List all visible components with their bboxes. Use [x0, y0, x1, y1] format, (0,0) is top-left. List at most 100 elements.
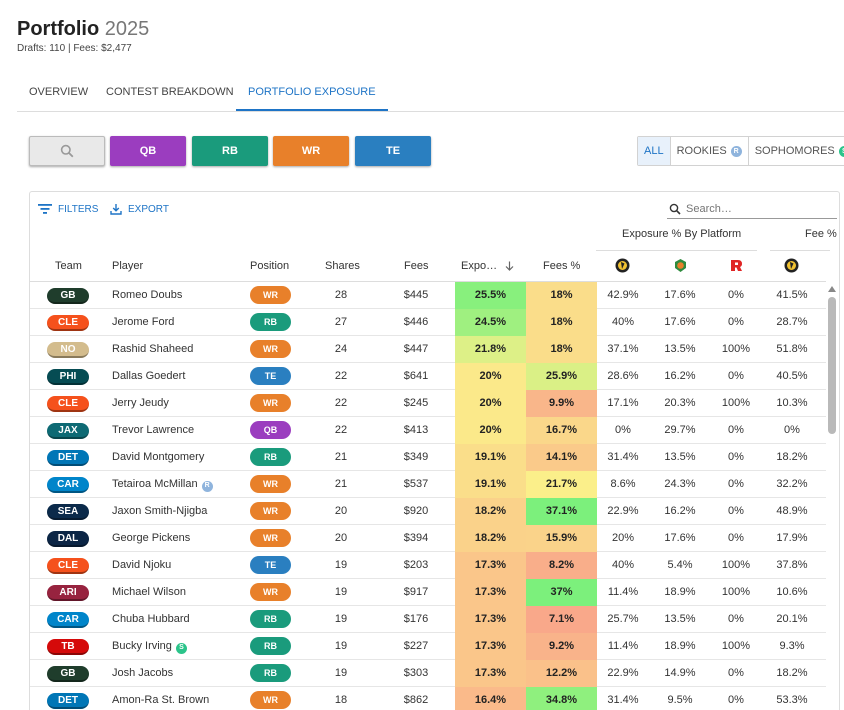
player-name: Trevor Lawrence	[112, 424, 195, 436]
position-filter-rb[interactable]: RB	[192, 136, 268, 166]
col-team[interactable]: Team	[55, 260, 82, 272]
shares-cell: 19	[334, 613, 348, 625]
table-row[interactable]: CAR Tetairoa McMillan R WR 21 $537 19.1% 21.7% 8…	[30, 471, 826, 498]
platform-2-exposure-cell: 17.6%	[664, 316, 696, 328]
platform-1-fees-cell: 9.3%	[779, 640, 805, 652]
table-search-input[interactable]	[686, 202, 826, 215]
platform-2-exposure-cell: 16.2%	[664, 505, 696, 517]
col-platform-1-fees[interactable]	[784, 258, 799, 276]
filter-all[interactable]: ALL	[638, 137, 671, 165]
fees-cell: $303	[403, 667, 429, 679]
fees-cell: $920	[403, 505, 429, 517]
platform-3-exposure-cell: 100%	[721, 397, 751, 409]
shares-cell: 27	[334, 316, 348, 328]
platform-2-exposure-cell: 29.7%	[664, 424, 696, 436]
fees-pct-cell: 21.7%	[526, 471, 597, 498]
table-row[interactable]: DET Amon-Ra St. Brown WR 18 $862 16.4% 34.8% 31…	[30, 687, 826, 710]
table-row[interactable]: GB Josh Jacobs RB 19 $303 17.3% 12.2% 22.9% 14.9…	[30, 660, 826, 687]
exposure-cell: 17.3%	[455, 552, 526, 579]
exposure-cell: 20%	[455, 390, 526, 417]
tab-overview[interactable]: OVERVIEW	[29, 86, 89, 98]
filter-sophomores[interactable]: SOPHOMORESS	[749, 137, 844, 165]
team-badge: DET	[47, 450, 89, 466]
filters-button[interactable]: FILTERS	[38, 203, 98, 215]
position-filter-te[interactable]: TE	[355, 136, 431, 166]
filter-rookies-label: ROOKIES	[676, 145, 727, 157]
platform-3-exposure-cell: 0%	[728, 370, 744, 382]
table-row[interactable]: ARI Michael Wilson WR 19 $917 17.3% 37% 11.4% 18…	[30, 579, 826, 606]
platform-2-exposure-cell: 5.4%	[667, 559, 693, 571]
fees-cell: $445	[403, 289, 429, 301]
table-row[interactable]: DET David Montgomery RB 21 $349 19.1% 14.1% 31.…	[30, 444, 826, 471]
scroll-up-arrow-icon[interactable]	[828, 286, 836, 292]
player-name-cell: Jerome Ford	[112, 309, 174, 335]
col-platform-2-exposure[interactable]	[673, 258, 688, 276]
table-row[interactable]: JAX Trevor Lawrence QB 22 $413 20% 16.7% 0% 29.7…	[30, 417, 826, 444]
table-row[interactable]: NO Rashid Shaheed WR 24 $447 21.8% 18% 37.1% 13.…	[30, 336, 826, 363]
platform-2-logo-icon	[675, 259, 686, 272]
platform-1-exposure-cell: 28.6%	[607, 370, 639, 382]
platform-1-fees-cell: 32.2%	[776, 478, 808, 490]
position-filter-qb[interactable]: QB	[110, 136, 186, 166]
shares-cell: 24	[334, 343, 348, 355]
platform-1-exposure-cell: 40%	[611, 316, 635, 328]
fees-pct-cell: 7.1%	[526, 606, 597, 633]
exposure-group-divider	[596, 250, 757, 251]
position-badge: RB	[250, 610, 291, 628]
scrollbar-thumb[interactable]	[828, 297, 836, 434]
col-fees[interactable]: Fees	[404, 260, 429, 272]
player-name: George Pickens	[112, 532, 191, 544]
table-row[interactable]: CLE Jerome Ford RB 27 $446 24.5% 18% 40% 17.6% 0%…	[30, 309, 826, 336]
fees-cell: $394	[403, 532, 429, 544]
table-row[interactable]: SEA Jaxon Smith-Njigba WR 20 $920 18.2% 37.1% 2…	[30, 498, 826, 525]
col-player[interactable]: Player	[112, 260, 144, 272]
platform-2-exposure-cell: 20.3%	[664, 397, 696, 409]
table-row[interactable]: DAL George Pickens WR 20 $394 18.2% 15.9% 20% 17…	[30, 525, 826, 552]
position-badge: WR	[250, 529, 291, 547]
platform-3-exposure-cell: 100%	[721, 586, 751, 598]
table-row[interactable]: CLE Jerry Jeudy WR 22 $245 20% 9.9% 17.1% 20.3% 1…	[30, 390, 826, 417]
exposure-cell: 24.5%	[455, 309, 526, 336]
exposure-cell: 20%	[455, 363, 526, 390]
position-badge: RB	[250, 664, 291, 682]
position-badge: WR	[250, 583, 291, 601]
col-fees-pct[interactable]: Fees %	[543, 260, 581, 272]
platform-3-exposure-cell: 0%	[728, 289, 744, 301]
player-name: Dallas Goedert	[112, 370, 186, 382]
fees-cell: $227	[403, 640, 429, 652]
table-row[interactable]: CLE David Njoku TE 19 $203 17.3% 8.2% 40% 5.4% 10…	[30, 552, 826, 579]
table-row[interactable]: GB Romeo Doubs WR 28 $445 25.5% 18% 42.9% 17.6% 0…	[30, 282, 826, 309]
team-badge: DAL	[47, 531, 89, 547]
col-shares[interactable]: Shares	[325, 260, 360, 272]
table-row[interactable]: PHI Dallas Goedert TE 22 $641 20% 25.9% 28.6% 16…	[30, 363, 826, 390]
fees-cell: $862	[403, 694, 429, 706]
export-button[interactable]: EXPORT	[110, 203, 169, 215]
fee-by-platform-heading: Fee % By Platform	[805, 228, 839, 240]
team-badge: TB	[47, 639, 89, 655]
table-row[interactable]: CAR Chuba Hubbard RB 19 $176 17.3% 7.1% 25.7% 13…	[30, 606, 826, 633]
tab-contest-breakdown[interactable]: CONTEST BREAKDOWN	[106, 86, 234, 98]
platform-1-fees-cell: 48.9%	[776, 505, 808, 517]
exposure-cell: 17.3%	[455, 579, 526, 606]
filters-label: FILTERS	[58, 203, 99, 215]
col-position[interactable]: Position	[250, 260, 290, 272]
platform-3-exposure-cell: 100%	[721, 343, 751, 355]
sort-arrow-down-icon	[505, 261, 514, 271]
player-search-button[interactable]	[29, 136, 105, 166]
fees-pct-cell: 25.9%	[526, 363, 597, 390]
exposure-cell: 17.3%	[455, 633, 526, 660]
player-name-cell: Chuba Hubbard	[112, 606, 190, 632]
position-filter-wr[interactable]: WR	[273, 136, 349, 166]
platform-3-exposure-cell: 0%	[728, 532, 744, 544]
platform-1-fees-cell: 18.2%	[776, 451, 808, 463]
col-platform-1-exposure[interactable]	[615, 258, 630, 276]
col-platform-3-exposure[interactable]	[729, 258, 744, 276]
tab-portfolio-exposure[interactable]: PORTFOLIO EXPOSURE	[236, 78, 388, 111]
title-year: 2025	[104, 18, 150, 40]
fees-pct-cell: 9.2%	[526, 633, 597, 660]
position-badge: RB	[250, 637, 291, 655]
table-row[interactable]: TB Bucky Irving S RB 19 $227 17.3% 9.2% 11.4% 18.…	[30, 633, 826, 660]
filter-rookies[interactable]: ROOKIES R	[671, 137, 749, 165]
col-exposure[interactable]: Expo…	[461, 260, 514, 272]
platform-2-exposure-cell: 16.2%	[664, 370, 696, 382]
